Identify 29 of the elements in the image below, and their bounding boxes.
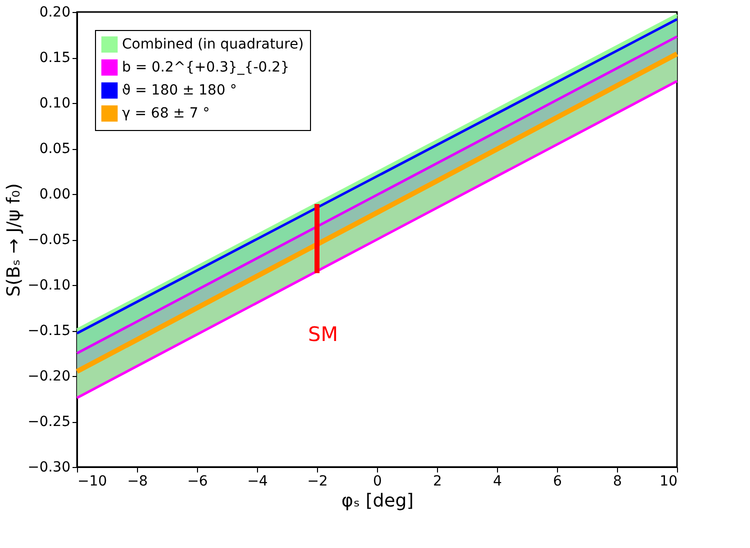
annotation: SM <box>308 322 338 346</box>
y-tick-label: −0.15 <box>28 323 70 339</box>
y-tick-label: −0.20 <box>28 368 70 384</box>
x-tick-label: 8 <box>613 474 622 490</box>
legend-label: ϑ = 180 ± 180 ° <box>122 82 237 98</box>
y-axis-title: S(Bₛ → J/ψ f₀) <box>4 183 25 297</box>
x-axis-title: φₛ [deg] <box>341 490 414 512</box>
y-tick-label: 0.15 <box>39 50 70 66</box>
x-tick-label: 4 <box>493 474 502 490</box>
y-tick-label: −0.10 <box>28 278 70 294</box>
x-tick-label: 2 <box>433 474 442 490</box>
legend-label: Combined (in quadrature) <box>122 36 304 52</box>
x-tick-label: 6 <box>553 474 562 490</box>
x-tick-label: −2 <box>307 474 328 490</box>
x-tick-label: −10 <box>78 474 108 490</box>
y-tick-label: 0.00 <box>39 186 70 202</box>
y-tick-label: −0.05 <box>28 232 70 248</box>
y-tick-label: 0.20 <box>39 4 70 20</box>
y-tick-label: 0.05 <box>39 141 70 157</box>
x-tick-label: 0 <box>373 474 382 490</box>
legend-label: b = 0.2^{+0.3}_{-0.2} <box>122 60 290 76</box>
x-tick-label: −4 <box>247 474 268 490</box>
x-tick-label: −8 <box>127 474 148 490</box>
legend-label: γ = 68 ± 7 ° <box>122 106 210 122</box>
y-tick-label: 0.10 <box>39 96 70 112</box>
y-tick-label: −0.30 <box>28 460 70 476</box>
y-tick-label: −0.25 <box>28 414 70 430</box>
x-tick-label: 10 <box>660 474 678 490</box>
x-tick-label: −6 <box>187 474 208 490</box>
